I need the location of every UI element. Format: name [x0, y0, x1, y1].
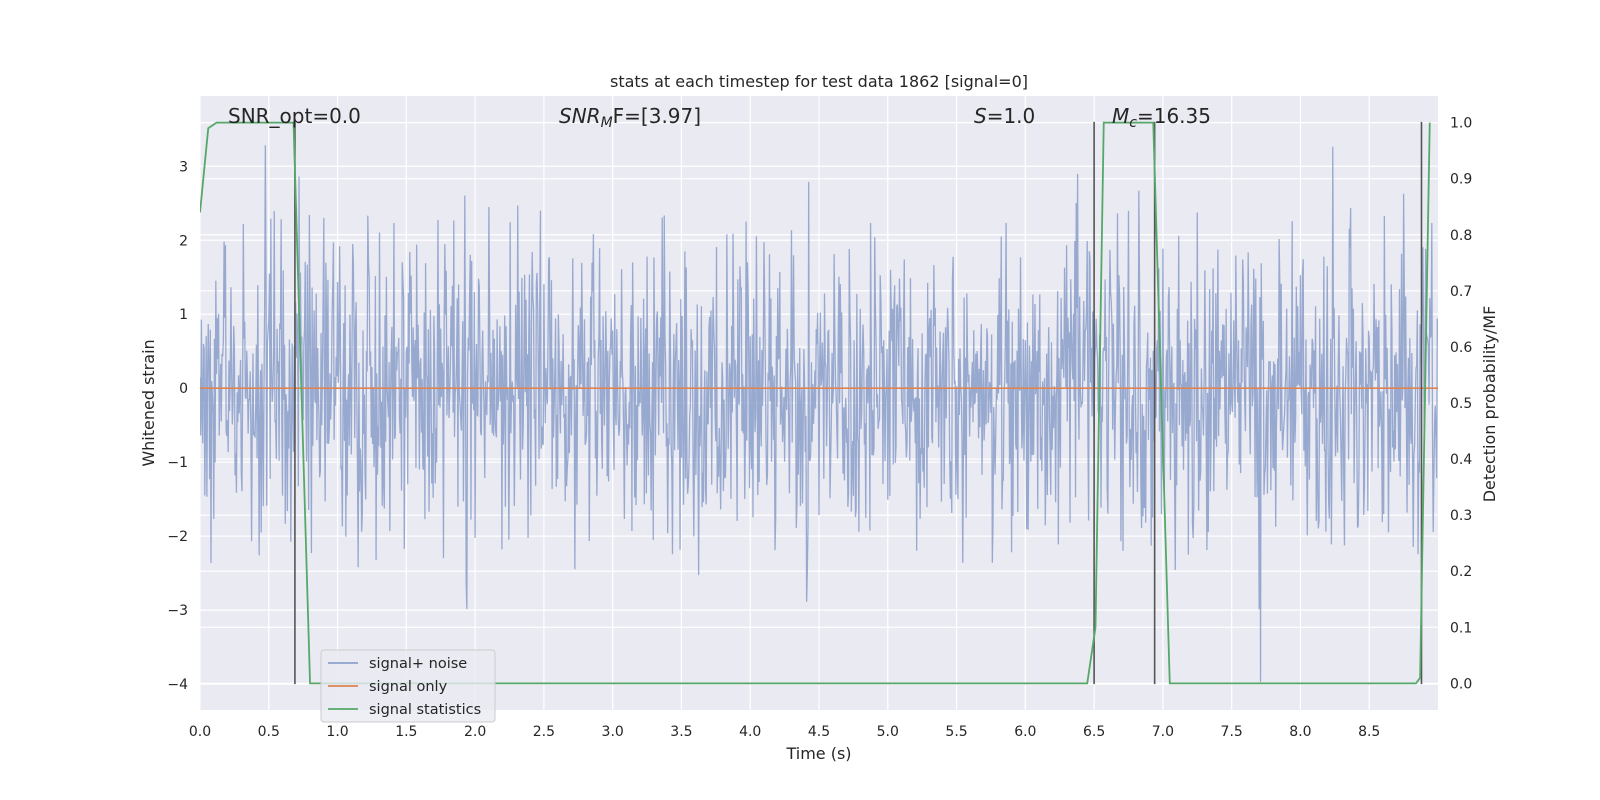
y2-tick-label: 0.6	[1450, 340, 1472, 356]
x-tick-label: 0.0	[189, 724, 211, 740]
y2-tick-label: 0.1	[1450, 620, 1472, 636]
y2-tick-label: 0.4	[1450, 452, 1472, 468]
signal-statistics-line	[200, 121, 1431, 685]
y-tick-label: 0	[179, 381, 188, 397]
y2-tick-label: 0.7	[1450, 284, 1472, 300]
y-tick-label: −3	[167, 603, 188, 619]
x-tick-label: 5.0	[877, 724, 899, 740]
x-tick-label: 2.0	[464, 724, 486, 740]
x-tick-label: 8.5	[1358, 724, 1380, 740]
legend-label-signal: signal only	[369, 679, 448, 695]
y-tick-label: −4	[167, 677, 188, 693]
y-axis-label: Whitened strain	[139, 339, 158, 466]
annotation-snr-opt: SNR_opt=0.0	[228, 104, 361, 128]
y2-tick-label: 1.0	[1450, 116, 1472, 132]
data-layer	[200, 121, 1438, 685]
y-tick-label: 2	[179, 233, 188, 249]
x-tick-label: 1.5	[395, 724, 417, 740]
x-tick-label: 7.0	[1152, 724, 1174, 740]
y-tick-label: −1	[167, 455, 188, 471]
y2-tick-label: 0.2	[1450, 564, 1472, 580]
x-tick-label: 3.0	[602, 724, 624, 740]
y-tick-label: −2	[167, 529, 188, 545]
chart-title: stats at each timestep for test data 186…	[610, 72, 1028, 91]
x-tick-label: 4.5	[808, 724, 830, 740]
legend-label-statistics: signal statistics	[369, 702, 481, 718]
x-tick-label: 3.5	[670, 724, 692, 740]
y2-tick-label: 0.8	[1450, 228, 1472, 244]
y2-tick-label: 0.0	[1450, 676, 1472, 692]
annotation-snr-mf: SNRMF=[3.97]	[559, 104, 701, 131]
legend-box	[320, 649, 496, 723]
y2-axis-label: Detection probability/MF	[1480, 306, 1499, 503]
y-tick-label: 3	[179, 159, 188, 175]
annotation-mc: Mc=16.35	[1112, 104, 1211, 131]
y2-tick-label: 0.5	[1450, 396, 1472, 412]
y2-tick-label: 0.9	[1450, 172, 1472, 188]
x-tick-label: 1.0	[326, 724, 348, 740]
x-tick-label: 8.0	[1289, 724, 1311, 740]
ticks: 0.0 0.5 1.0 1.5 2.0 2.5 3.0 3.5 4.0 4.5 5.0 5.5 6.0 6…	[167, 116, 1472, 740]
legend-label-noise: signal+ noise	[369, 656, 467, 672]
y2-tick-label: 0.3	[1450, 508, 1472, 524]
x-tick-label: 6.5	[1083, 724, 1105, 740]
x-tick-label: 7.5	[1221, 724, 1243, 740]
noise-series-line	[200, 145, 1438, 682]
y-tick-label: 1	[179, 307, 188, 323]
x-axis-label: Time (s)	[785, 744, 851, 763]
legend: signal+ noise signal only signal statist…	[320, 649, 496, 723]
annotation-s: S=1.0	[974, 104, 1035, 128]
x-tick-label: 0.5	[258, 724, 280, 740]
x-tick-label: 5.5	[945, 724, 967, 740]
x-tick-label: 4.0	[739, 724, 761, 740]
x-tick-label: 6.0	[1014, 724, 1036, 740]
x-tick-label: 2.5	[533, 724, 555, 740]
